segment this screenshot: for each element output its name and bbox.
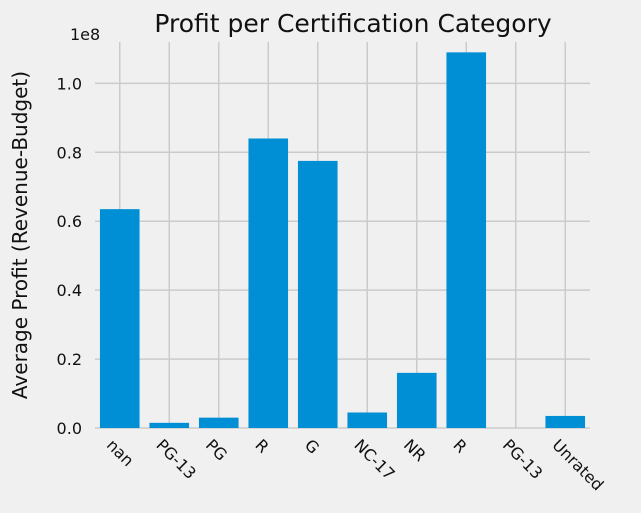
bar-unrated [545, 415, 586, 428]
y-tick-label: 1.0 [57, 74, 82, 93]
y-tick-label: 0.0 [57, 419, 82, 438]
y-tick-label: 0.6 [57, 212, 82, 231]
bar-nc-17 [347, 412, 388, 428]
bar-r [248, 138, 289, 428]
bar-nr [396, 372, 437, 428]
chart-title: Profit per Certification Category [154, 9, 552, 38]
bar-g [297, 160, 338, 428]
y-tick-label: 0.4 [57, 281, 82, 300]
bar-nan [99, 209, 140, 428]
bar-pg-13 [149, 422, 190, 428]
bar-layer [99, 52, 586, 428]
y-tick-label: 0.2 [57, 350, 82, 369]
y-tick-layer: 0.0 0.2 0.4 0.6 0.8 1.0 [57, 74, 82, 438]
y-axis-offset-label: 1e8 [70, 25, 100, 44]
bar-pg [198, 417, 239, 428]
bar-r [446, 52, 487, 428]
y-tick-label: 0.8 [57, 143, 82, 162]
y-axis-label: Average Profit (Revenue-Budget) [8, 71, 32, 399]
